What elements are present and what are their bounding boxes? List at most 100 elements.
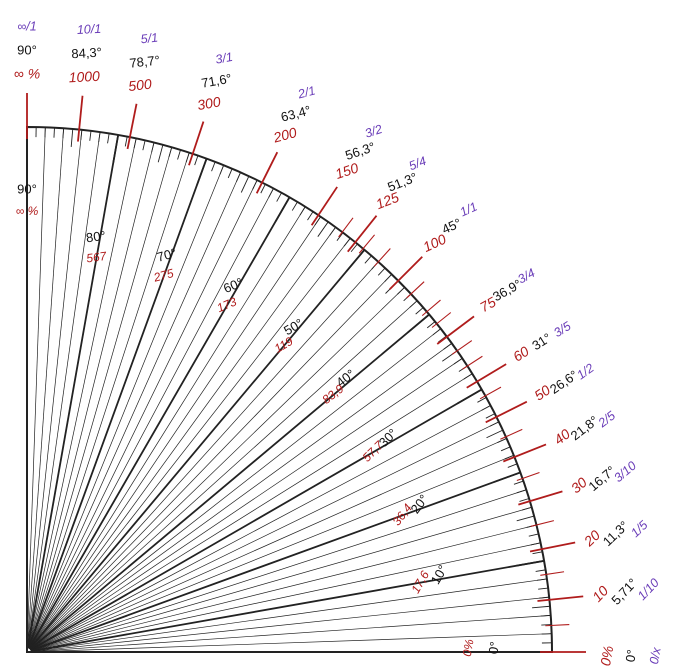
- percent-tick-11_3: [529, 541, 576, 553]
- inner-pct-3: 173: [215, 294, 239, 315]
- tick-67: [227, 168, 233, 179]
- tick-11: [532, 551, 543, 555]
- outer-ratio-2: 5/1: [140, 31, 159, 47]
- tick-86: [62, 128, 65, 139]
- ray-72: [27, 152, 190, 649]
- percent-minor-tick-35: [451, 340, 473, 355]
- outer-pct-2: 500: [127, 76, 152, 94]
- tick-28: [481, 405, 491, 411]
- tick-44: [397, 286, 405, 295]
- outer-deg-7: 45°: [439, 215, 463, 237]
- outer-pct-6: 125: [374, 189, 402, 212]
- tick-9: [535, 569, 546, 572]
- tick-62: [268, 188, 274, 198]
- ray-58: [28, 206, 306, 649]
- percent-tick-45: [389, 256, 423, 290]
- percent-tick-78_7: [126, 103, 138, 150]
- outer-pct-15: 0%: [597, 644, 616, 666]
- tick-7: [538, 587, 549, 590]
- tick-37: [438, 335, 447, 343]
- outer-pct-3: 300: [196, 93, 222, 113]
- tick-3: [541, 624, 552, 626]
- inner-deg-3: 60°: [221, 275, 245, 296]
- ray-46: [29, 274, 392, 650]
- ray-28: [30, 405, 491, 651]
- inner-pct-9: 0%: [460, 638, 477, 658]
- ray-10: [30, 559, 545, 653]
- inner-deg-2: 70°: [155, 245, 178, 265]
- tick-13: [528, 533, 539, 537]
- tick-38: [432, 328, 441, 336]
- tick-51: [350, 243, 358, 253]
- ray-74: [27, 147, 173, 649]
- inner-deg-9: 0°: [485, 640, 502, 655]
- outer-ratio-4: 2/1: [296, 84, 317, 102]
- ray-18: [30, 489, 527, 652]
- ray-88: [26, 127, 46, 649]
- tick-83: [89, 130, 92, 141]
- tick-52: [343, 238, 351, 247]
- inner-deg-4: 50°: [281, 315, 306, 338]
- tick-15: [516, 515, 535, 522]
- ray-64: [28, 179, 258, 649]
- ray-76: [27, 142, 155, 649]
- tick-46: [384, 274, 393, 282]
- ray-84: [27, 129, 83, 649]
- percent-minor-tick-40_4: [421, 299, 441, 317]
- percent-tick-5_71: [537, 595, 584, 602]
- tick-66: [236, 172, 241, 182]
- tick-82: [98, 132, 101, 143]
- outer-deg-12: 16,7°: [585, 463, 618, 494]
- outer-ratio-3: 3/1: [214, 50, 234, 67]
- outer-ratio-9: 3/5: [551, 319, 573, 340]
- ray-6: [30, 596, 550, 652]
- ray-2: [30, 633, 552, 653]
- tick-60: [274, 196, 291, 222]
- ray-50: [28, 249, 366, 650]
- outer-pct-4: 200: [271, 124, 299, 146]
- ray-22: [30, 455, 514, 651]
- percent-minor-tick-43: [406, 281, 425, 299]
- outer-deg-9: 31°: [529, 330, 554, 353]
- tick-6: [539, 596, 550, 599]
- outer-ratio-15: 0/x: [647, 646, 664, 666]
- tick-79: [124, 136, 128, 147]
- tick-57: [307, 211, 314, 221]
- percent-minor-tick-24_2: [500, 428, 523, 440]
- outer-pct-5: 150: [333, 159, 360, 182]
- tick-49: [364, 255, 372, 264]
- ray-38: [29, 328, 441, 650]
- percent-tick-16_7: [518, 490, 563, 506]
- tick-29: [477, 397, 487, 403]
- outer-ratio-0: ∞/1: [17, 19, 36, 33]
- outer-ratio-5: 3/2: [363, 122, 384, 141]
- outer-deg-3: 71,6°: [200, 71, 233, 91]
- ray-4: [30, 615, 551, 653]
- tick-68: [219, 165, 225, 175]
- ray-42: [29, 300, 418, 650]
- tick-4: [540, 614, 551, 617]
- inner-deg-0: 90°: [17, 181, 37, 196]
- ray-68: [28, 165, 224, 649]
- percent-minor-tick-14: [530, 520, 555, 527]
- tick-22: [504, 454, 514, 460]
- outer-ratio-11: 2/5: [595, 408, 618, 430]
- tick-23: [500, 446, 511, 452]
- outer-pct-1: 1000: [68, 68, 100, 86]
- outer-deg-6: 51,3°: [385, 169, 419, 194]
- ray-80: [26, 134, 120, 649]
- ray-8: [30, 578, 547, 652]
- outer-pct-9: 60: [510, 343, 532, 365]
- outer-deg-2: 78,7°: [129, 52, 161, 70]
- tick-54: [329, 227, 336, 236]
- tick-61: [276, 192, 282, 202]
- tick-20: [493, 471, 521, 483]
- tick-56: [314, 216, 321, 226]
- ray-60: [28, 196, 291, 649]
- ray-34: [30, 358, 463, 651]
- tick-12: [530, 542, 541, 546]
- ray-56: [28, 216, 321, 649]
- ray-48: [29, 261, 379, 650]
- tick-39: [426, 321, 436, 329]
